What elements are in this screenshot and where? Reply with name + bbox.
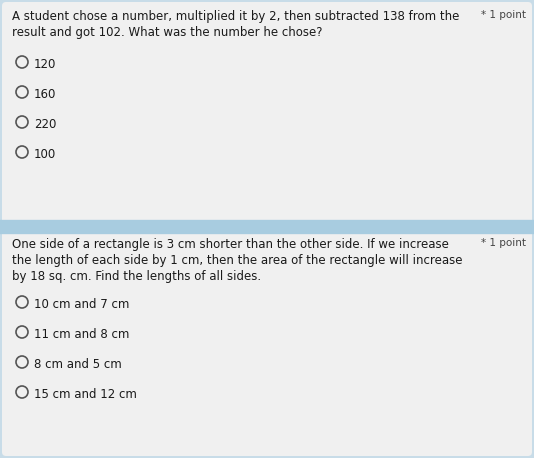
- Text: * 1 point: * 1 point: [481, 10, 526, 20]
- Circle shape: [16, 146, 28, 158]
- FancyBboxPatch shape: [2, 226, 532, 456]
- Circle shape: [16, 56, 28, 68]
- Circle shape: [16, 116, 28, 128]
- Circle shape: [16, 86, 28, 98]
- Circle shape: [16, 296, 28, 308]
- Text: 11 cm and 8 cm: 11 cm and 8 cm: [34, 328, 129, 341]
- Text: 8 cm and 5 cm: 8 cm and 5 cm: [34, 358, 122, 371]
- Text: result and got 102. What was the number he chose?: result and got 102. What was the number …: [12, 26, 323, 39]
- Text: the length of each side by 1 cm, then the area of the rectangle will increase: the length of each side by 1 cm, then th…: [12, 254, 462, 267]
- Text: 160: 160: [34, 88, 57, 101]
- Text: A student chose a number, multiplied it by 2, then subtracted 138 from the: A student chose a number, multiplied it …: [12, 10, 459, 23]
- Text: 100: 100: [34, 148, 56, 161]
- Text: by 18 sq. cm. Find the lengths of all sides.: by 18 sq. cm. Find the lengths of all si…: [12, 270, 261, 283]
- Text: * 1 point: * 1 point: [481, 238, 526, 248]
- Text: One side of a rectangle is 3 cm shorter than the other side. If we increase: One side of a rectangle is 3 cm shorter …: [12, 238, 449, 251]
- Circle shape: [16, 326, 28, 338]
- Circle shape: [16, 356, 28, 368]
- FancyBboxPatch shape: [2, 2, 532, 224]
- Text: 15 cm and 12 cm: 15 cm and 12 cm: [34, 388, 137, 401]
- Text: 10 cm and 7 cm: 10 cm and 7 cm: [34, 298, 129, 311]
- Circle shape: [16, 386, 28, 398]
- Text: 120: 120: [34, 58, 57, 71]
- Text: 220: 220: [34, 118, 57, 131]
